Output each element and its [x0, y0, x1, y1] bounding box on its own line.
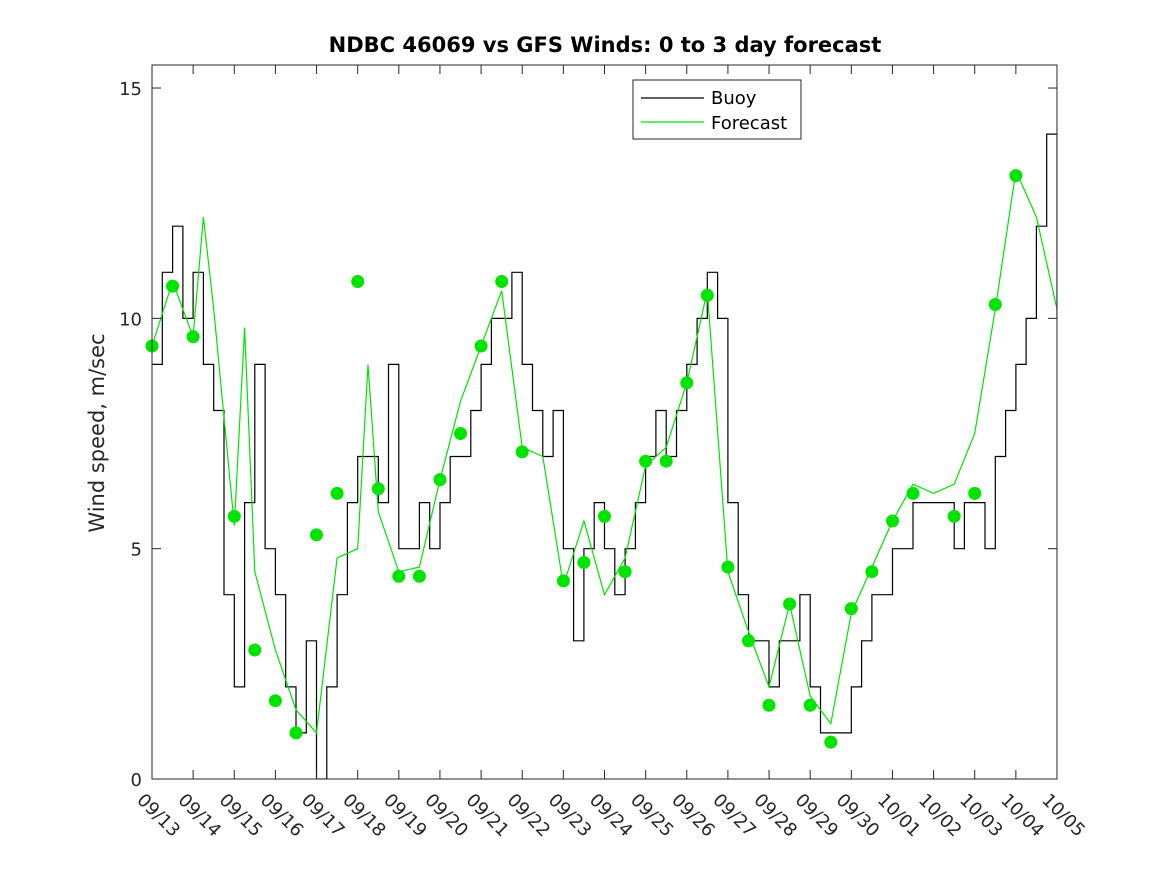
forecast-marker — [495, 275, 509, 288]
forecast-marker — [392, 569, 406, 583]
x-tick-label: 09/22 — [503, 790, 555, 842]
marker-layer — [145, 169, 1023, 749]
x-tick-label: 09/20 — [420, 790, 472, 842]
forecast-marker — [289, 726, 303, 740]
forecast-marker — [886, 514, 899, 528]
x-tick-label: 09/28 — [749, 790, 801, 842]
x-tick-label: 09/29 — [791, 790, 843, 842]
forecast-marker — [186, 330, 200, 344]
forecast-marker — [248, 643, 262, 657]
x-tick-label: 09/24 — [585, 790, 637, 842]
forecast-marker — [454, 427, 467, 440]
legend-box — [632, 79, 802, 140]
y-axis-label: Wind speed, m/sec — [85, 333, 109, 532]
forecast-marker — [310, 528, 323, 542]
x-tick-label: 10/05 — [1037, 790, 1089, 842]
x-tick-label: 09/25 — [626, 790, 678, 842]
x-tick-label: 09/16 — [256, 790, 308, 842]
forecast-marker — [515, 445, 529, 459]
x-tick-label: 10/02 — [914, 790, 966, 842]
forecast-marker — [1009, 169, 1023, 183]
x-tick-label: 09/30 — [832, 790, 884, 842]
forecast-marker — [227, 509, 241, 523]
forecast-marker — [844, 602, 858, 616]
x-tick-label: 09/18 — [338, 790, 390, 842]
forecast-marker — [968, 486, 982, 500]
forecast-marker — [412, 569, 426, 583]
series-line-forecast — [152, 168, 1057, 735]
x-tick-label: 09/17 — [297, 790, 349, 842]
forecast-marker — [598, 509, 611, 523]
forecast-marker — [268, 694, 282, 708]
series-layer — [152, 133, 1057, 779]
x-tick-label: 09/13 — [132, 790, 184, 842]
forecast-marker — [947, 509, 961, 523]
forecast-marker — [474, 339, 488, 353]
forecast-marker — [988, 298, 1002, 311]
legend-label-buoy: Buoy — [711, 88, 757, 109]
forecast-marker — [742, 634, 755, 648]
x-tick-label: 09/27 — [708, 790, 760, 842]
chart-title: NDBC 46069 vs GFS Winds: 0 to 3 day fore… — [329, 33, 882, 57]
y-tick-label: 15 — [119, 79, 142, 100]
x-tick-label: 09/23 — [544, 790, 596, 842]
forecast-marker — [618, 565, 632, 579]
y-tick-label: 10 — [119, 309, 142, 330]
forecast-marker — [166, 279, 180, 293]
forecast-marker — [371, 482, 385, 496]
forecast-marker — [803, 698, 817, 712]
x-tick-label: 10/03 — [955, 790, 1007, 842]
forecast-marker — [762, 698, 776, 712]
x-tick-label: 09/15 — [215, 790, 267, 842]
x-tick-label: 10/04 — [996, 790, 1048, 842]
y-tick-label: 5 — [131, 540, 142, 561]
y-tick-label: 0 — [131, 770, 142, 791]
x-tick-label: 09/21 — [462, 790, 514, 842]
forecast-marker — [659, 454, 673, 468]
forecast-marker — [433, 473, 447, 487]
x-tick-label: 09/14 — [174, 790, 226, 842]
forecast-marker — [721, 560, 735, 574]
x-tick-label: 09/26 — [667, 790, 719, 842]
forecast-marker — [783, 597, 797, 611]
series-line-buoy — [152, 133, 1057, 779]
forecast-marker — [556, 574, 570, 588]
x-tick-label: 09/19 — [379, 790, 431, 842]
forecast-marker — [906, 486, 920, 500]
forecast-marker — [700, 288, 714, 302]
legend: Buoy Forecast — [632, 79, 802, 140]
forecast-marker — [865, 565, 879, 579]
forecast-marker — [824, 735, 838, 749]
forecast-marker — [330, 486, 344, 500]
x-tick-label: 10/01 — [873, 790, 925, 842]
legend-label-forecast: Forecast — [711, 113, 787, 134]
forecast-marker — [351, 275, 365, 288]
forecast-marker — [577, 556, 591, 569]
plot-frame — [151, 64, 1058, 780]
forecast-marker — [680, 376, 694, 390]
forecast-marker — [639, 454, 653, 468]
